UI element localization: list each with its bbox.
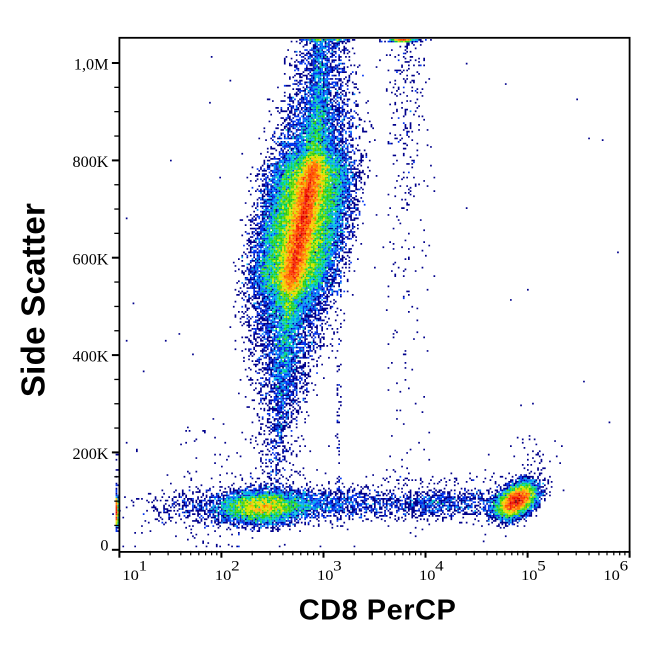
svg-text:10: 10 [122, 567, 139, 584]
svg-text:1: 1 [139, 558, 148, 574]
svg-text:200K: 200K [73, 445, 109, 463]
svg-text:6: 6 [620, 558, 629, 574]
svg-text:10: 10 [603, 567, 620, 584]
svg-text:Side Scatter: Side Scatter [15, 203, 52, 397]
svg-text:10: 10 [419, 567, 436, 584]
svg-text:600K: 600K [73, 250, 109, 268]
svg-text:5: 5 [537, 558, 546, 574]
svg-text:2: 2 [231, 558, 240, 574]
svg-text:0: 0 [100, 537, 108, 555]
svg-text:800K: 800K [73, 153, 109, 171]
svg-text:1,0M: 1,0M [74, 56, 109, 74]
svg-text:10: 10 [317, 567, 334, 584]
svg-text:10: 10 [215, 567, 232, 584]
svg-text:4: 4 [435, 558, 444, 574]
svg-text:3: 3 [333, 558, 342, 574]
svg-text:400K: 400K [73, 348, 109, 366]
svg-text:10: 10 [521, 567, 538, 584]
svg-text:CD8 PerCP: CD8 PerCP [299, 595, 457, 627]
